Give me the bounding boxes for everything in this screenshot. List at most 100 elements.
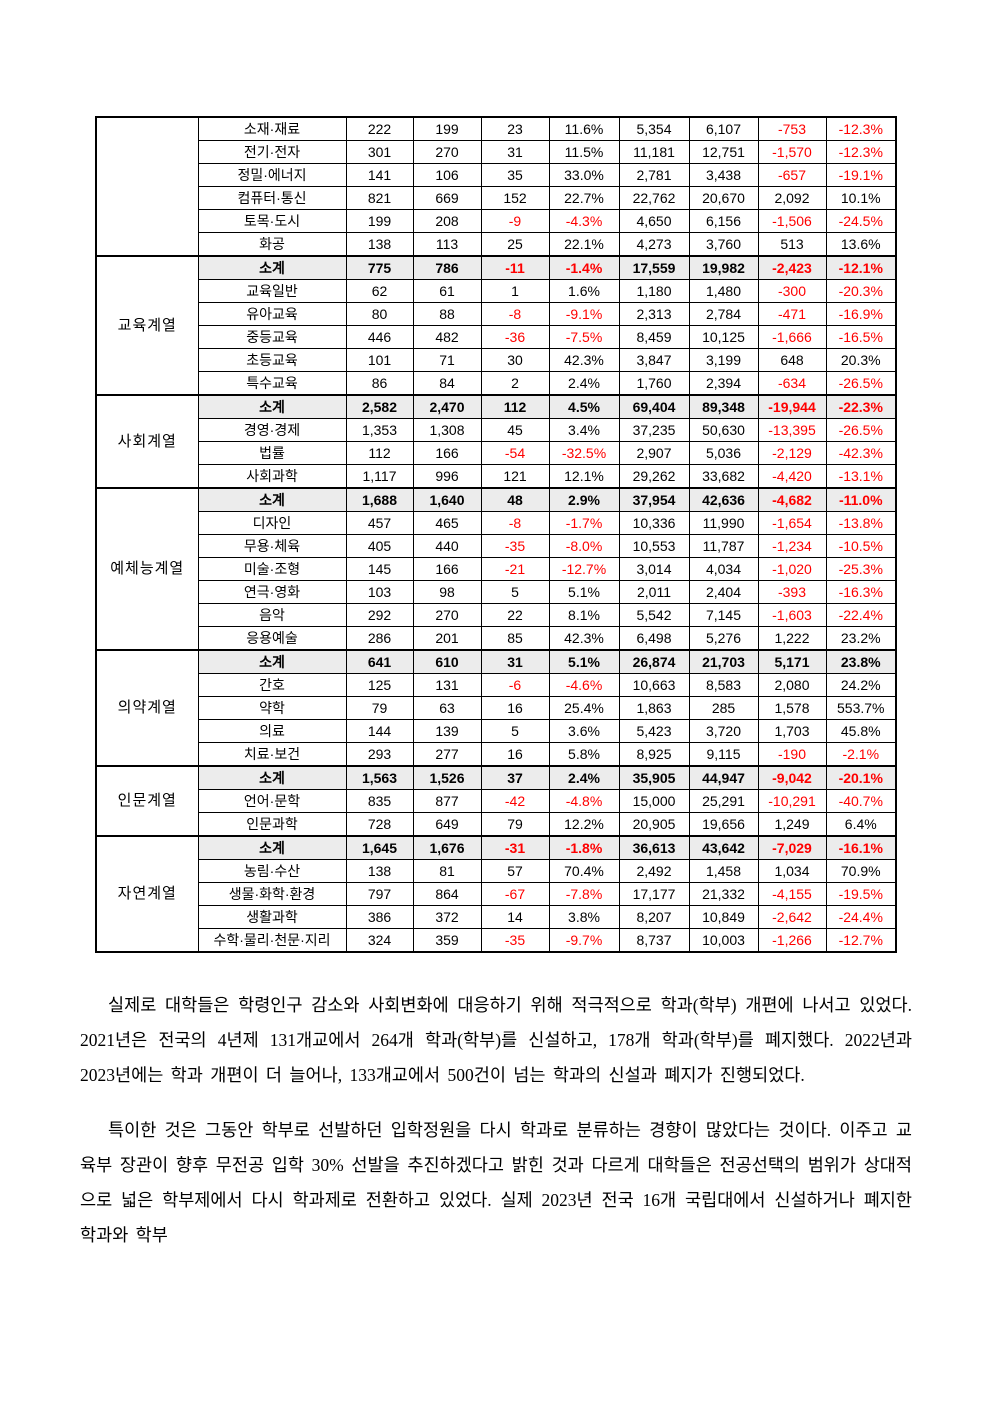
value-cell: 17,559 [618,255,690,280]
value-cell: 3.4% [548,418,620,442]
value-cell: 7,145 [688,603,759,627]
table-row: 수학·물리·천문·지리 324 359 -35 -9.7% 8,737 10,003 -1,2… [96,928,897,953]
category-cell: 법률 [197,441,347,465]
category-cell: 의료 [197,719,347,743]
value-cell: 21,703 [688,649,759,674]
value-cell: 121 [480,464,550,489]
table-row: 전기·전자 301 270 31 11.5% 11,181 12,751 -1,570 -12.… [96,140,897,164]
value-cell: 2,470 [412,394,482,419]
table-row: 법률 112 166 -54 -32.5% 2,907 5,036 -2,129 -42.3% [96,441,897,465]
group-label-cell: 자연계열 [95,835,199,953]
table-row: 유아교육 80 88 -8 -9.1% 2,313 2,784 -471 -16.9% [96,302,897,326]
value-cell: 1 [480,279,550,303]
value-cell: 4.5% [548,394,620,419]
value-cell: -1,654 [757,511,827,535]
value-cell: 10,336 [618,511,690,535]
category-cell: 소계 [197,394,347,419]
value-cell: 25.4% [548,696,620,720]
value-cell: 270 [412,140,482,164]
value-cell: -1,506 [757,209,827,233]
value-cell: 16 [480,742,550,767]
category-cell: 유아교육 [197,302,347,326]
category-cell: 연극·영화 [197,580,347,604]
value-cell: 69,404 [618,394,690,419]
value-cell: -4.6% [548,673,620,697]
value-cell: 2,394 [688,371,759,396]
value-cell: 131 [412,673,482,697]
value-cell: 3.6% [548,719,620,743]
table-row: 응용예술 286 201 85 42.3% 6,498 5,276 1,222 23.2% [96,626,897,651]
value-cell: -471 [757,302,827,326]
value-cell: 5,542 [618,603,690,627]
value-cell: 2,781 [618,163,690,187]
value-cell: 2,492 [618,859,690,883]
value-cell: 2,313 [618,302,690,326]
value-cell: 29,262 [618,464,690,489]
value-cell: 166 [412,557,482,581]
value-cell: 31 [480,140,550,164]
value-cell: 3,014 [618,557,690,581]
value-cell: 786 [412,255,482,280]
value-cell: -12.3% [825,140,897,164]
category-cell: 언어·문학 [197,789,347,813]
value-cell: -9.7% [548,928,620,953]
value-cell: -16.1% [825,835,897,860]
value-cell: 277 [412,742,482,767]
value-cell: 5,354 [618,116,690,141]
category-cell: 중등교육 [197,325,347,349]
subtotal-row: 자연계열 소계 1,645 1,676 -31 -1.8% 36,613 43,642 -7,0… [95,835,897,953]
value-cell: 324 [345,928,414,953]
value-cell: 12,751 [688,140,759,164]
value-cell: -4.3% [548,209,620,233]
table-row: 정밀·에너지 141 106 35 33.0% 2,781 3,438 -657 -19.1% [96,163,897,187]
value-cell: 513 [757,232,827,257]
value-cell: 89,348 [688,394,759,419]
value-cell: 25 [480,232,550,257]
value-cell: 465 [412,511,482,535]
category-cell: 전기·전자 [197,140,347,164]
value-cell: 3,438 [688,163,759,187]
value-cell: 141 [345,163,414,187]
value-cell: 22.1% [548,232,620,257]
value-cell: 19,656 [688,812,759,837]
value-cell: 80 [345,302,414,326]
value-cell: 1,863 [618,696,690,720]
value-cell: 50,630 [688,418,759,442]
value-cell: -22.4% [825,603,897,627]
value-cell: -1,020 [757,557,827,581]
group-label-cell: 사회계열 [95,394,199,489]
value-cell: -11.0% [825,487,897,512]
value-cell: 775 [345,255,414,280]
category-cell: 미술·조형 [197,557,347,581]
value-cell: -10,291 [757,789,827,813]
value-cell: 24.2% [825,673,897,697]
value-cell: -16.3% [825,580,897,604]
category-cell: 사회과학 [197,464,347,489]
value-cell: 285 [688,696,759,720]
value-cell: -36 [480,325,550,349]
value-cell: 88 [412,302,482,326]
value-cell: 3,199 [688,348,759,372]
category-cell: 소계 [197,255,347,280]
value-cell: 23 [480,116,550,141]
value-cell: 2,404 [688,580,759,604]
value-cell: 1,563 [345,765,414,790]
value-cell: 1,578 [757,696,827,720]
value-cell: 301 [345,140,414,164]
value-cell: 649 [412,812,482,837]
category-cell: 간호 [197,673,347,697]
value-cell: 5.1% [548,580,620,604]
value-cell: -300 [757,279,827,303]
value-cell: 864 [412,882,482,906]
value-cell: 22,762 [618,186,690,210]
value-cell: -54 [480,441,550,465]
value-cell: 112 [345,441,414,465]
category-cell: 응용예술 [197,626,347,651]
category-cell: 인문과학 [197,812,347,837]
value-cell: 33,682 [688,464,759,489]
value-cell: 648 [757,348,827,372]
value-cell: 641 [345,649,414,674]
table-row: 경영·경제 1,353 1,308 45 3.4% 37,235 50,630 -13,395… [96,418,897,442]
value-cell: 2,092 [757,186,827,210]
